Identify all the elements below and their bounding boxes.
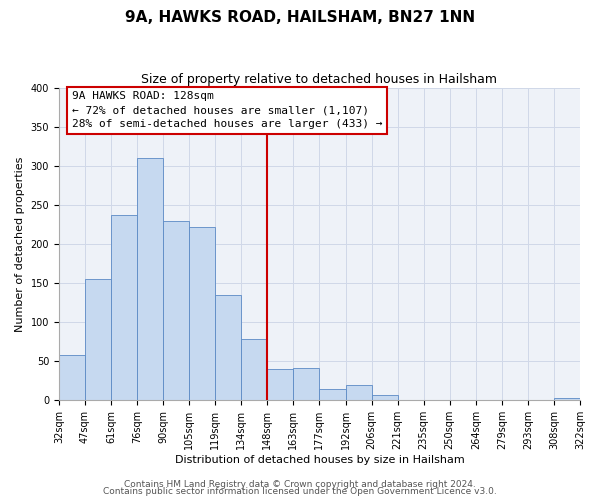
Title: Size of property relative to detached houses in Hailsham: Size of property relative to detached ho… <box>142 72 497 86</box>
Bar <box>371 395 398 400</box>
Bar <box>189 227 215 400</box>
Bar <box>85 280 111 400</box>
Bar <box>215 295 241 401</box>
Y-axis label: Number of detached properties: Number of detached properties <box>15 156 25 332</box>
Bar <box>59 355 85 401</box>
Text: Contains public sector information licensed under the Open Government Licence v3: Contains public sector information licen… <box>103 487 497 496</box>
Text: 9A HAWKS ROAD: 128sqm
← 72% of detached houses are smaller (1,107)
28% of semi-d: 9A HAWKS ROAD: 128sqm ← 72% of detached … <box>72 91 382 129</box>
Bar <box>293 368 319 400</box>
Bar <box>319 388 346 400</box>
Bar <box>111 216 137 400</box>
Bar <box>554 398 580 400</box>
Bar <box>137 158 163 400</box>
X-axis label: Distribution of detached houses by size in Hailsham: Distribution of detached houses by size … <box>175 455 464 465</box>
Bar <box>346 384 371 400</box>
Text: Contains HM Land Registry data © Crown copyright and database right 2024.: Contains HM Land Registry data © Crown c… <box>124 480 476 489</box>
Bar <box>163 221 189 400</box>
Text: 9A, HAWKS ROAD, HAILSHAM, BN27 1NN: 9A, HAWKS ROAD, HAILSHAM, BN27 1NN <box>125 10 475 25</box>
Bar <box>241 340 268 400</box>
Bar <box>268 369 293 400</box>
